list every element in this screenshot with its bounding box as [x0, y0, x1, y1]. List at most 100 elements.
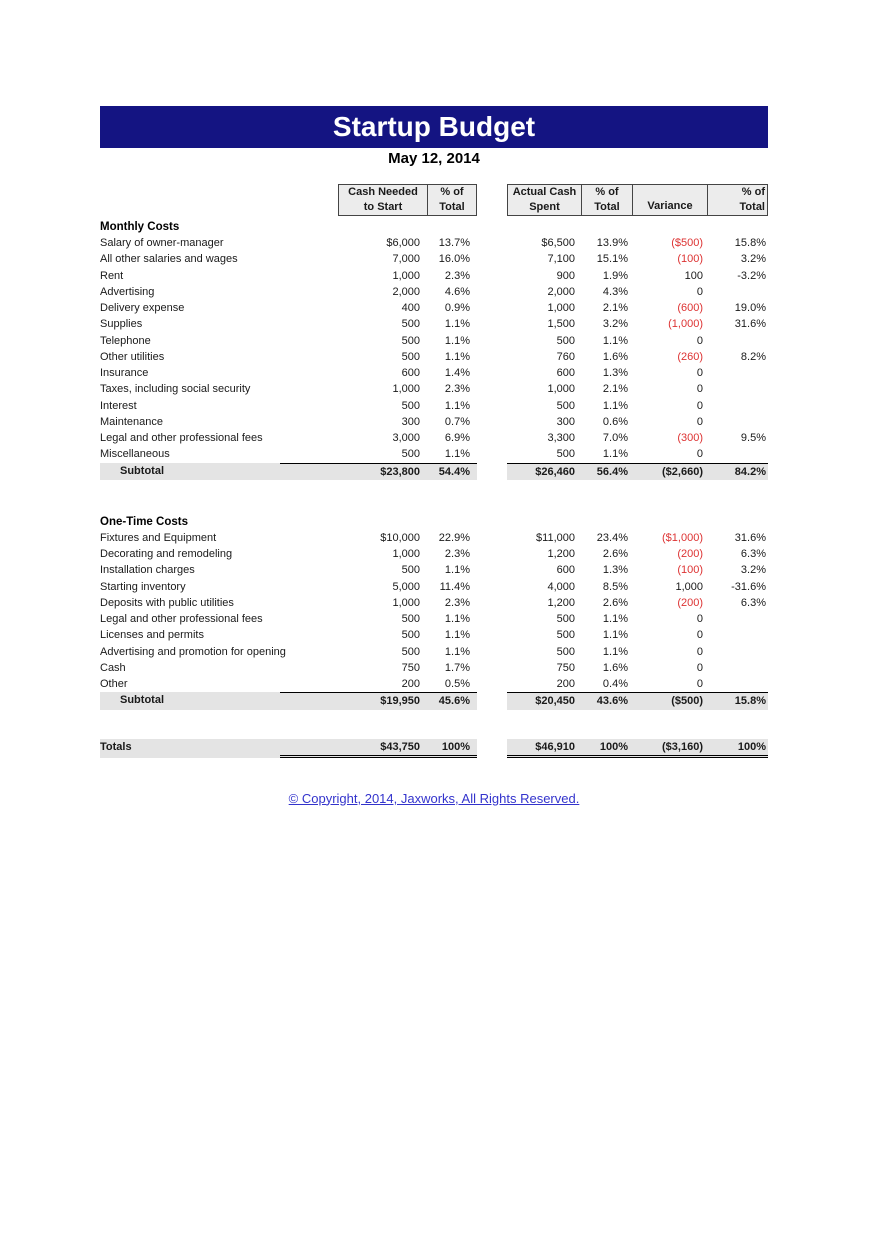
- variance-value: ($1,000): [662, 531, 703, 544]
- cash-needed-value: 500: [401, 350, 420, 363]
- column-headers: Cash Needed to Start % of Total Actual C…: [100, 184, 768, 216]
- pct-of-total-3-value: [708, 284, 768, 300]
- pct-of-total-3-value: 31.6%: [734, 318, 766, 331]
- pct-of-total-3-value: 19.0%: [734, 302, 766, 314]
- pct-of-total-1-value: 16.0%: [438, 253, 470, 266]
- subtotal-label: Subtotal: [100, 692, 280, 710]
- row-label: Licenses and permits: [100, 629, 204, 642]
- totals-variance-value: ($3,160): [633, 738, 708, 758]
- cash-needed-value: 1,000: [392, 596, 420, 609]
- pct-of-total-3-value: -31.6%: [731, 580, 766, 593]
- data-row: Advertising 2,000 4.6% 2,000 4.3% 0: [100, 284, 768, 300]
- row-label: Telephone: [100, 334, 151, 347]
- pct-of-total-2-value: 1.3%: [602, 367, 628, 379]
- variance-value: 0: [696, 661, 703, 674]
- actual-cash-value: 7,100: [547, 253, 575, 266]
- variance-value: 0: [696, 399, 703, 412]
- data-row: Telephone 500 1.1% 500 1.1% 0: [100, 333, 768, 349]
- pct-of-total-3-value: [708, 611, 768, 627]
- pct-of-total-2-value: 1.1%: [602, 629, 628, 642]
- pct-of-total-3-value: [708, 446, 768, 462]
- data-row: Decorating and remodeling 1,000 2.3% 1,200 2…: [100, 546, 768, 562]
- cash-needed-value: 300: [401, 415, 420, 428]
- totals-spacer: [100, 709, 768, 739]
- pct-of-total-3-value: [708, 644, 768, 660]
- pct-of-total-2-value: 43.6%: [582, 692, 633, 710]
- pct-of-total-1-value: 2.3%: [444, 269, 470, 282]
- actual-cash-value: 600: [556, 367, 575, 379]
- column-gap: [477, 595, 507, 611]
- cash-needed-value: 5,000: [392, 580, 420, 593]
- pct-of-total-1-value: 1.1%: [444, 448, 470, 461]
- cash-needed-value: 500: [401, 629, 420, 642]
- cash-needed-value: 1,000: [392, 548, 420, 560]
- row-label: Taxes, including social security: [100, 383, 251, 396]
- subtotal-row: Subtotal $19,950 45.6% $20,450 43.6% ($500) 15…: [100, 692, 768, 710]
- variance-value: 0: [696, 285, 703, 298]
- section-heading-monthly-costs: Monthly Costs: [100, 221, 180, 233]
- row-label: Miscellaneous: [100, 448, 170, 461]
- pct-of-total-3-value: [708, 398, 768, 414]
- row-label: Salary of owner-manager: [100, 237, 224, 249]
- pct-of-total-2-value: 8.5%: [602, 580, 628, 593]
- column-gap: [477, 627, 507, 643]
- totals-row: Totals $43,750 100% $46,910 100% ($3,160…: [100, 738, 768, 758]
- variance-value: 0: [696, 629, 703, 642]
- data-row: Installation charges 500 1.1% 600 1.3% (100) 3…: [100, 562, 768, 578]
- pct-of-total-3-value: -3.2%: [737, 269, 766, 282]
- pct-of-total-1-value: 1.1%: [444, 318, 470, 331]
- subtotal-label: Subtotal: [100, 462, 280, 480]
- pct-of-total-2-value: 0.6%: [602, 415, 628, 428]
- pct-of-total-1-value: 1.4%: [444, 367, 470, 379]
- column-gap: [477, 414, 507, 430]
- actual-cash-value: $11,000: [536, 531, 575, 544]
- pct-of-total-2-value: 1.6%: [602, 350, 628, 363]
- totals-underline-spacer: [280, 738, 338, 758]
- column-gap: [477, 284, 507, 300]
- actual-cash-value: 500: [556, 629, 575, 642]
- pct-of-total-3-value: [708, 365, 768, 381]
- data-row: Starting inventory 5,000 11.4% 4,000 8.5% 1,0…: [100, 579, 768, 595]
- variance-value: ($500): [633, 692, 708, 710]
- pct-of-total-3-value: 31.6%: [734, 531, 766, 544]
- column-gap: [477, 462, 507, 480]
- row-label: Starting inventory: [100, 580, 186, 593]
- actual-cash-value: 500: [556, 645, 575, 658]
- pct-of-total-2-value: 1.1%: [602, 334, 628, 347]
- data-row: Insurance 600 1.4% 600 1.3% 0: [100, 365, 768, 381]
- row-label: Interest: [100, 399, 137, 412]
- totals-pct-of-total-2-value: 100%: [582, 738, 633, 758]
- pct-of-total-1-value: 1.1%: [444, 399, 470, 412]
- pct-of-total-2-value: 1.1%: [602, 645, 628, 658]
- pct-of-total-3-value: [708, 333, 768, 349]
- copyright-link[interactable]: © Copyright, 2014, Jaxworks, All Rights …: [288, 790, 580, 806]
- subtotal-row: Subtotal $23,800 54.4% $26,460 56.4% ($2,660)…: [100, 462, 768, 480]
- actual-cash-value: $20,450: [507, 692, 582, 710]
- subtotal-underline-spacer: [280, 462, 338, 480]
- pct-of-total-3-value: [708, 676, 768, 692]
- pct-of-total-2-value: 4.3%: [602, 285, 628, 298]
- pct-of-total-1-value: 1.7%: [444, 661, 470, 674]
- row-label: Advertising: [100, 285, 155, 298]
- pct-of-total-3-value: 9.5%: [740, 432, 766, 444]
- pct-of-total-2-value: 2.1%: [602, 302, 628, 314]
- actual-cash-value: 500: [556, 334, 575, 347]
- pct-of-total-1-value: 2.3%: [444, 548, 470, 560]
- column-gap: [477, 676, 507, 692]
- pct-of-total-1-value: 6.9%: [444, 432, 470, 444]
- pct-of-total-1-value: 0.7%: [444, 415, 470, 428]
- actual-cash-value: $26,460: [507, 462, 582, 480]
- pct-of-total-2-value: 2.6%: [602, 596, 628, 609]
- data-row: Miscellaneous 500 1.1% 500 1.1% 0: [100, 446, 768, 462]
- cash-needed-value: 200: [401, 678, 420, 690]
- pct-of-total-1-value: 4.6%: [444, 285, 470, 298]
- column-gap: [477, 398, 507, 414]
- variance-value: ($2,660): [633, 462, 708, 480]
- actual-cash-value: 2,000: [547, 285, 575, 298]
- data-row: Interest 500 1.1% 500 1.1% 0: [100, 398, 768, 414]
- pct-of-total-3-value: 15.8%: [734, 237, 766, 249]
- document-content: Startup Budget May 12, 2014 Cash Needed …: [100, 0, 768, 808]
- col-header-pct-of-total-2: % of Total: [582, 184, 633, 216]
- data-row: Legal and other professional fees 500 1.1%…: [100, 611, 768, 627]
